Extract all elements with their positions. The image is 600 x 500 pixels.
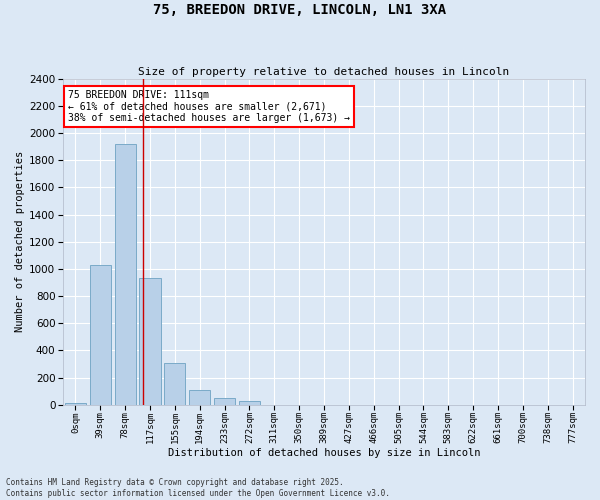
Y-axis label: Number of detached properties: Number of detached properties: [15, 151, 25, 332]
Bar: [214, 398, 235, 405]
Text: Contains HM Land Registry data © Crown copyright and database right 2025.
Contai: Contains HM Land Registry data © Crown c…: [6, 478, 390, 498]
Title: Size of property relative to detached houses in Lincoln: Size of property relative to detached ho…: [139, 66, 509, 76]
Text: 75, BREEDON DRIVE, LINCOLN, LN1 3XA: 75, BREEDON DRIVE, LINCOLN, LN1 3XA: [154, 2, 446, 16]
Bar: [189, 390, 211, 405]
Bar: [115, 144, 136, 405]
Bar: [65, 403, 86, 405]
X-axis label: Distribution of detached houses by size in Lincoln: Distribution of detached houses by size …: [168, 448, 480, 458]
Bar: [139, 278, 161, 405]
Bar: [90, 265, 111, 405]
Bar: [164, 362, 185, 405]
Text: 75 BREEDON DRIVE: 111sqm
← 61% of detached houses are smaller (2,671)
38% of sem: 75 BREEDON DRIVE: 111sqm ← 61% of detach…: [68, 90, 350, 124]
Bar: [239, 402, 260, 405]
